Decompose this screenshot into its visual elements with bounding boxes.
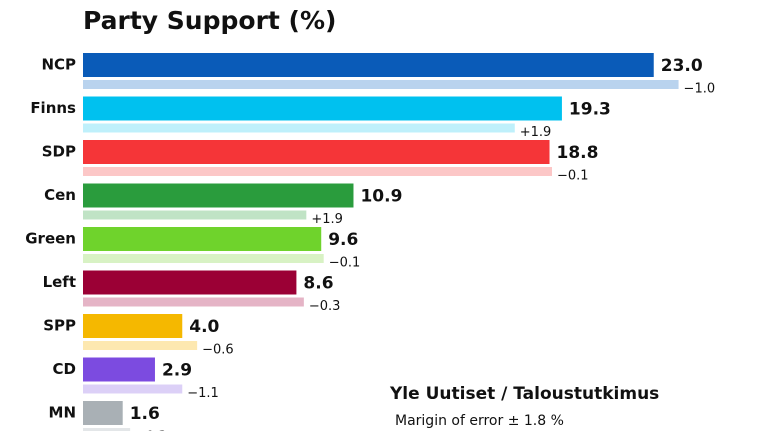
change-label: −1.1 [187, 386, 219, 401]
change-label: −0.1 [557, 169, 589, 184]
bar [83, 140, 550, 164]
change-label: −0.3 [135, 430, 167, 431]
bar [83, 357, 155, 382]
value-label: 8.6 [303, 274, 333, 294]
previous-bar [83, 254, 324, 263]
bar [83, 183, 354, 208]
previous-bar [83, 384, 183, 394]
bar [83, 401, 123, 425]
bar [83, 227, 322, 251]
value-label: 9.6 [328, 230, 358, 250]
bar [83, 270, 297, 295]
previous-bar [83, 428, 131, 431]
category-label: Green [25, 230, 76, 248]
category-label: SPP [43, 317, 76, 335]
value-label: 10.9 [360, 187, 402, 207]
value-label: 19.3 [569, 100, 611, 120]
previous-bar [83, 167, 552, 176]
change-label: −1.0 [684, 82, 716, 97]
previous-bar [83, 341, 198, 350]
previous-bar [83, 297, 304, 307]
previous-bar [83, 80, 679, 89]
value-label: 18.8 [557, 143, 599, 163]
bar [83, 314, 183, 338]
change-label: −0.6 [202, 343, 234, 358]
previous-bar [83, 210, 307, 220]
bar [83, 96, 562, 121]
chart-title: Party Support (%) [83, 6, 336, 35]
change-label: −0.1 [329, 256, 361, 271]
value-label: 4.0 [189, 317, 219, 337]
value-label: 23.0 [661, 56, 703, 76]
note: Marigin of error ± 1.8 % [395, 413, 564, 429]
value-label: 1.6 [130, 404, 160, 424]
category-label: Finns [30, 99, 76, 117]
change-label: +1.9 [311, 212, 343, 227]
previous-bar [83, 123, 515, 133]
change-label: +1.9 [520, 125, 552, 140]
category-label: Left [43, 273, 76, 291]
category-label: NCP [41, 56, 76, 74]
bar [83, 53, 654, 77]
value-label: 2.9 [162, 361, 192, 381]
source: Yle Uutiset / Taloustutkimus [389, 384, 659, 404]
category-label: MN [49, 404, 76, 422]
change-label: −0.3 [309, 299, 341, 314]
category-label: Cen [44, 186, 76, 204]
category-label: SDP [42, 143, 76, 161]
category-label: CD [53, 360, 76, 378]
